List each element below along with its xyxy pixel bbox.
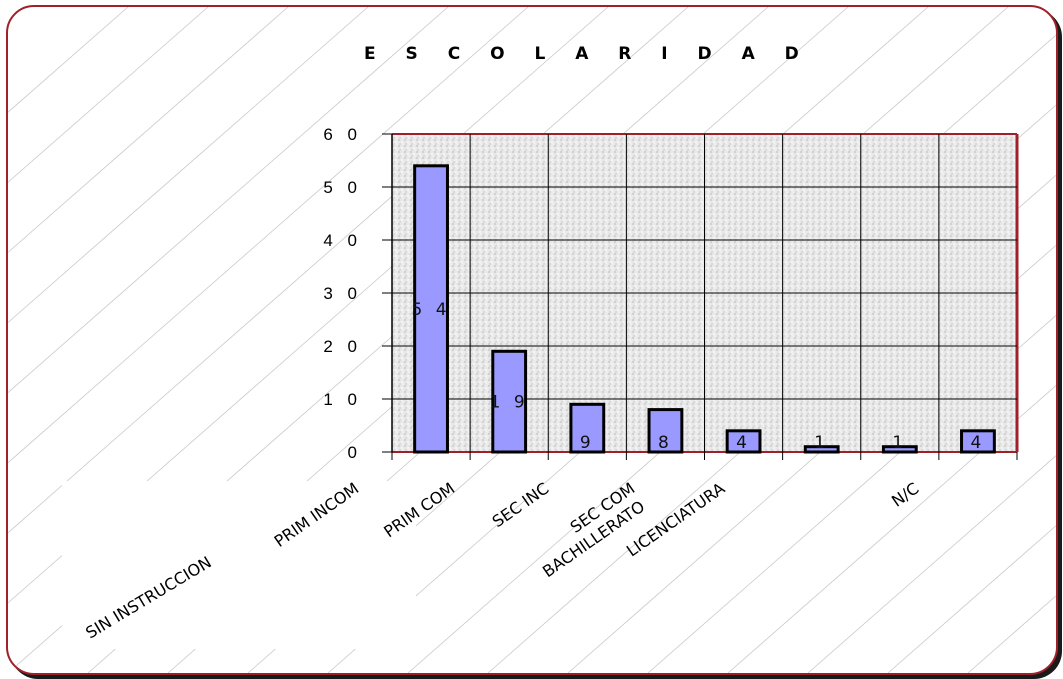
background-line bbox=[8, 7, 449, 394]
background-line bbox=[807, 455, 1056, 673]
bar bbox=[960, 429, 996, 454]
x-category-label: LICENCIATURA bbox=[623, 479, 728, 561]
bar bbox=[569, 402, 606, 454]
data-label: 1 bbox=[892, 433, 907, 453]
background-line bbox=[8, 7, 209, 183]
background-line bbox=[647, 314, 1056, 673]
data-label: 5 4 bbox=[412, 300, 451, 320]
background-line bbox=[8, 7, 529, 464]
bar bbox=[491, 349, 528, 454]
bar bbox=[881, 445, 918, 454]
y-tick-label: 4 0 bbox=[323, 231, 362, 250]
bar bbox=[725, 429, 762, 454]
y-tick-label: 6 0 bbox=[323, 125, 362, 144]
x-category-label: SEC INC bbox=[489, 479, 553, 531]
background-line bbox=[887, 525, 1056, 673]
x-category-label: N/C bbox=[888, 479, 922, 511]
background-line bbox=[8, 7, 369, 324]
bar bbox=[413, 164, 449, 454]
background-line bbox=[1047, 665, 1056, 673]
background-line bbox=[8, 7, 289, 253]
data-label: 1 bbox=[814, 433, 829, 453]
data-label: 1 9 bbox=[490, 393, 529, 413]
bar bbox=[647, 408, 684, 454]
data-label: 4 bbox=[971, 433, 986, 453]
chart-title: E S C O L A R I D A D bbox=[364, 44, 811, 64]
bar bbox=[803, 445, 840, 454]
background-line bbox=[727, 385, 1056, 673]
background-line bbox=[8, 7, 689, 604]
label-box bbox=[62, 481, 416, 649]
y-tick-label: 5 0 bbox=[323, 178, 362, 197]
y-tick-label: 0 bbox=[348, 443, 362, 462]
y-tick-label: 2 0 bbox=[323, 337, 362, 356]
data-label: 8 bbox=[658, 433, 673, 453]
y-tick-label: 1 0 bbox=[323, 390, 362, 409]
data-label: 4 bbox=[736, 433, 751, 453]
data-label: 9 bbox=[580, 433, 595, 453]
y-tick-label: 3 0 bbox=[323, 284, 362, 303]
background-line bbox=[8, 7, 609, 534]
